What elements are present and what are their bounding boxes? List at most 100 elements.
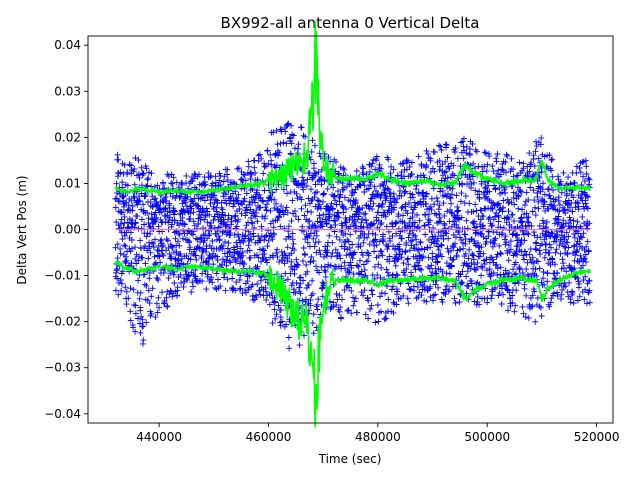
data-point [367,198,374,205]
data-point [221,250,228,257]
data-point [433,195,440,201]
data-point [300,277,307,284]
data-point [348,204,355,211]
data-point [518,241,525,248]
data-point [137,289,144,296]
data-point [240,171,247,178]
data-point [558,189,565,196]
data-point [481,149,488,156]
data-point [423,201,430,207]
data-point [300,258,306,265]
data-point [496,242,503,249]
data-point [218,199,225,206]
data-point [265,227,271,234]
data-point [383,315,390,322]
data-point [369,160,376,167]
data-point [546,152,553,158]
data-point [292,289,299,296]
data-point [135,315,141,322]
y-axis-label: Delta Vert Pos (m) [15,175,29,284]
data-point [520,252,527,259]
data-point [465,255,472,262]
data-point [417,198,424,205]
data-point [435,235,441,242]
data-point [123,257,130,264]
data-point [522,314,529,320]
data-point [152,314,159,321]
data-point [425,221,432,228]
data-point [458,190,465,197]
data-point [295,145,301,152]
data-point [265,160,272,167]
data-point [484,161,491,168]
data-point [358,219,365,226]
data-point [120,193,127,199]
data-point [309,137,316,144]
data-point [554,289,561,296]
data-point [548,229,555,236]
data-point [571,180,578,186]
data-point [434,258,441,265]
data-point [306,223,313,230]
data-point [444,154,451,161]
data-point [288,217,295,224]
data-point [443,142,450,148]
data-point [235,216,242,223]
data-point [564,190,570,197]
data-point [511,308,518,315]
data-point [547,299,554,306]
data-point [144,176,151,183]
data-point [290,240,297,247]
data-point [541,191,548,198]
data-point [150,244,157,251]
data-point [416,257,423,264]
data-point [526,168,533,175]
data-point [503,151,510,158]
data-point [232,287,239,294]
data-point [283,204,290,211]
data-point [495,292,502,299]
data-point [176,242,183,249]
data-point [452,240,458,247]
data-point [140,207,147,214]
data-point [398,193,405,200]
data-point [199,270,206,277]
data-point [571,234,578,241]
data-point [112,287,119,294]
data-point [114,275,121,282]
data-point [130,286,137,293]
data-point [222,191,229,198]
data-point [135,257,142,264]
data-point [209,180,216,187]
data-point [333,233,340,240]
data-point [405,300,412,307]
data-point [213,270,220,277]
data-point [521,285,528,292]
data-point [499,285,505,292]
data-point [377,274,384,281]
data-point [548,157,555,164]
data-point [466,172,473,179]
data-point [310,330,317,337]
data-point [187,215,194,222]
data-point [411,245,418,252]
data-point [127,229,134,236]
data-point [336,252,343,259]
data-point [320,191,327,197]
data-point [313,249,320,256]
data-point [531,229,537,236]
data-point [240,252,246,259]
data-point [214,200,221,207]
data-point [583,204,590,210]
data-point [365,185,372,192]
data-point [217,283,224,290]
data-point [412,266,419,273]
data-point [441,169,448,176]
data-point [164,303,171,310]
data-point [276,149,283,156]
data-point [127,248,134,255]
data-point [582,200,589,207]
data-point [560,169,567,176]
data-point [482,195,488,202]
